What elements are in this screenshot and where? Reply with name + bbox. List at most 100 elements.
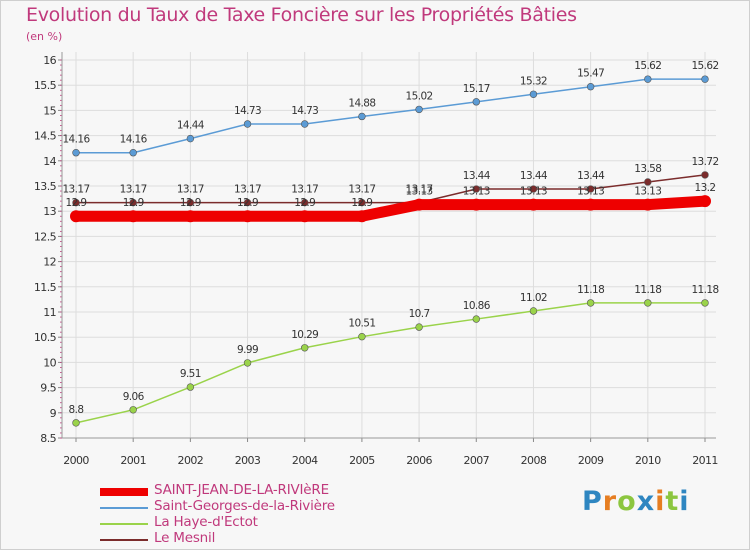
data-label: 13.72 [691, 156, 718, 168]
data-label: 9.06 [123, 391, 145, 403]
data-label: 11.18 [691, 284, 718, 296]
data-point [699, 195, 711, 208]
data-point [72, 149, 80, 157]
data-label: 14.73 [291, 105, 318, 117]
data-point [301, 198, 309, 207]
data-label: 13.2 [695, 182, 716, 194]
data-label: 14.88 [348, 97, 375, 109]
data-point [301, 120, 309, 128]
data-label: 13.17 [62, 184, 89, 196]
data-label: 15.02 [406, 90, 433, 102]
legend-label: Saint-Georges-de-la-Rivière [154, 498, 335, 514]
legend-label: SAINT-JEAN-DE-LA-RIVIèRE [154, 482, 329, 498]
data-label: 14.16 [62, 134, 90, 146]
data-point [644, 178, 652, 186]
data-point [301, 344, 309, 352]
data-point [70, 210, 82, 223]
data-label: 13.17 [234, 184, 261, 196]
y-tick-label: 8.5 [40, 432, 56, 445]
logo-letter: r [602, 486, 618, 517]
data-label: 13.44 [520, 170, 548, 182]
y-tick-label: 12.5 [34, 230, 57, 243]
logo-letter: i [655, 486, 666, 517]
data-label: 13.17 [348, 184, 375, 196]
y-tick-label: 10 [43, 356, 56, 369]
x-tick-label: 2010 [635, 454, 661, 467]
legend-swatch [100, 488, 148, 496]
data-point [415, 323, 423, 331]
data-label: 10.86 [463, 300, 491, 312]
data-label: 12.9 [180, 197, 201, 209]
y-tick-label: 11 [43, 306, 56, 319]
legend-swatch [100, 523, 148, 525]
logo-letter: P [582, 486, 603, 517]
data-label: 14.44 [177, 120, 205, 132]
data-point [701, 171, 709, 179]
data-label: 13.44 [463, 170, 491, 182]
data-label: 12.9 [123, 197, 144, 209]
data-point [72, 419, 80, 427]
data-label: 14.73 [234, 105, 261, 117]
data-label: 11.02 [520, 292, 547, 304]
data-label: 13.13 [406, 186, 433, 198]
data-point [472, 98, 480, 106]
data-point [186, 134, 195, 143]
x-tick-label: 2004 [292, 454, 318, 467]
data-label: 13.13 [463, 186, 490, 198]
x-tick-label: 2001 [120, 454, 146, 467]
legend-swatch [100, 507, 148, 509]
plot-area [62, 52, 716, 438]
data-label: 10.51 [348, 318, 375, 330]
logo-letter: x [636, 486, 656, 517]
legend-label: Le Mesnil [154, 530, 216, 546]
data-label: 13.17 [120, 184, 147, 196]
y-tick-label: 12 [43, 256, 56, 269]
data-point [415, 105, 423, 114]
data-label: 9.99 [237, 344, 258, 356]
data-point [243, 359, 252, 367]
x-tick-label: 2008 [521, 454, 547, 467]
data-point [184, 210, 197, 223]
data-point [472, 185, 480, 193]
data-point [586, 185, 595, 193]
legend-swatch [100, 539, 148, 541]
data-label: 11.18 [577, 284, 604, 296]
series-line [75, 302, 706, 424]
data-point [358, 112, 366, 121]
x-tick-label: 2003 [235, 454, 261, 467]
data-point [243, 198, 252, 207]
data-point [529, 307, 538, 315]
data-label: 15.62 [634, 60, 661, 72]
proxiti-logo: Proxiti [582, 486, 690, 517]
series-line [75, 78, 706, 154]
data-point [701, 299, 709, 307]
data-point [470, 198, 483, 211]
data-label: 15.17 [463, 83, 490, 95]
y-tick-label: 10.5 [34, 331, 57, 344]
data-point [701, 75, 709, 83]
data-label: 13.13 [634, 186, 661, 198]
logo-letter: t [665, 486, 680, 517]
logo-letter: i [679, 486, 690, 517]
data-point [241, 210, 254, 223]
data-label: 13.13 [577, 186, 604, 198]
data-point [413, 198, 426, 211]
data-label: 13.58 [634, 163, 661, 175]
data-point [529, 90, 538, 98]
data-point [298, 210, 311, 223]
data-point [641, 198, 654, 211]
y-tick-label: 15 [43, 104, 56, 117]
y-tick-label: 13.5 [34, 180, 57, 193]
x-tick-label: 2006 [406, 454, 432, 467]
data-label: 13.13 [520, 186, 547, 198]
data-point [129, 198, 137, 207]
series-line [70, 195, 711, 222]
series-line [75, 174, 706, 204]
data-point [129, 149, 137, 157]
chart-title: Evolution du Taux de Taxe Foncière sur l… [26, 4, 577, 26]
data-point [472, 315, 480, 323]
data-label: 10.29 [291, 329, 318, 341]
unit-label: (en %) [26, 30, 63, 43]
data-label: 15.32 [520, 75, 547, 87]
